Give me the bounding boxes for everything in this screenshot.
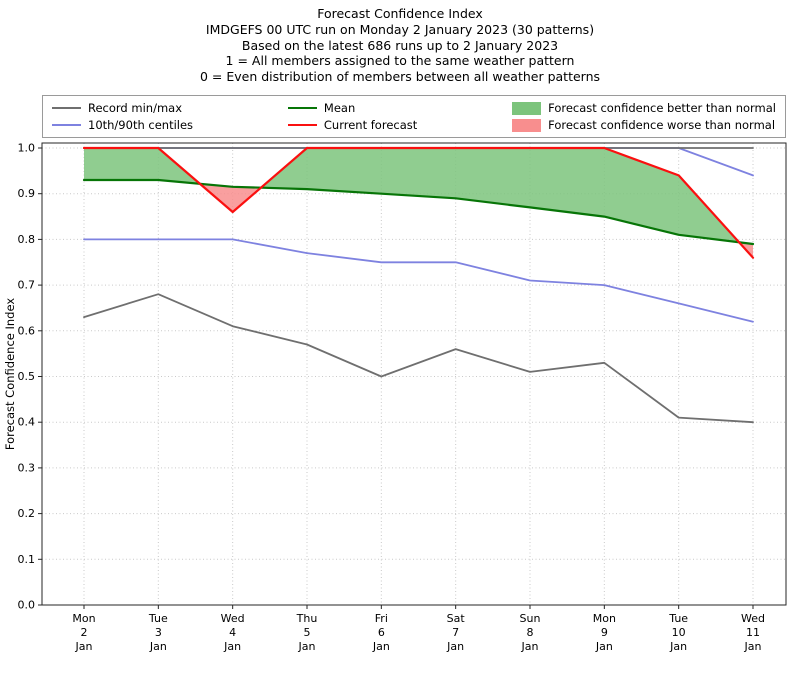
band-better-than-normal xyxy=(260,148,740,243)
axes: 0.00.10.20.30.40.50.60.70.80.91.0Mon2Jan… xyxy=(18,142,765,654)
x-tick-label: 4 xyxy=(229,626,236,639)
legend-line-sample xyxy=(52,107,81,109)
x-tick-label: Jan xyxy=(521,640,539,653)
legend-item: Forecast confidence worse than normal xyxy=(512,118,776,132)
y-tick-label: 0.5 xyxy=(18,370,36,383)
x-tick-label: Fri xyxy=(375,612,388,625)
x-tick-label: Jan xyxy=(744,640,762,653)
band-better-than-normal xyxy=(84,148,200,184)
chart-subtitle-run: IMDGEFS 00 UTC run on Monday 2 January 2… xyxy=(205,21,595,37)
x-tick-label: Tue xyxy=(148,612,168,625)
x-tick-label: 8 xyxy=(527,626,534,639)
x-tick-label: Mon xyxy=(72,612,95,625)
legend-item: 10th/90th centiles xyxy=(52,118,193,132)
plot-border xyxy=(41,142,787,606)
x-tick-label: 11 xyxy=(746,626,760,639)
legend-patch-sample xyxy=(512,101,542,115)
x-tick-label: Jan xyxy=(298,640,316,653)
legend-patch-sample xyxy=(512,118,542,132)
x-tick-label: Sat xyxy=(447,612,466,625)
legend-line-sample xyxy=(287,124,317,126)
y-tick-label: 0.3 xyxy=(18,461,36,474)
x-tick-label: Jan xyxy=(149,640,167,653)
x-tick-label: Mon xyxy=(593,612,616,625)
y-tick-label: 0.2 xyxy=(18,507,36,520)
y-tick-label: 0.8 xyxy=(18,233,36,246)
x-tick-label: 7 xyxy=(452,626,459,639)
legend-label: Mean xyxy=(323,101,356,115)
x-tick-label: 9 xyxy=(601,626,608,639)
legend-item: Current forecast xyxy=(287,118,418,132)
legend-line-sample xyxy=(52,124,81,126)
x-tick-label: Jan xyxy=(595,640,613,653)
x-tick-label: 3 xyxy=(155,626,162,639)
y-tick-label: 0.4 xyxy=(18,416,36,429)
band-worse-than-normal xyxy=(200,183,261,212)
legend-label: Forecast confidence worse than normal xyxy=(548,118,776,132)
chart-note-zero: 0 = Even distribution of members between… xyxy=(199,69,601,85)
legend-column: Mean Current forecast xyxy=(287,101,418,132)
chart-note-one: 1 = All members assigned to the same wea… xyxy=(225,53,575,69)
x-tick-label: 2 xyxy=(81,626,88,639)
series-mean xyxy=(82,178,755,246)
x-tick-label: 10 xyxy=(672,626,686,639)
y-tick-label: 0.0 xyxy=(18,599,36,612)
chart-title: Forecast Confidence Index xyxy=(317,6,483,21)
legend-column: Record min/max 10th/90th centiles xyxy=(52,101,193,132)
x-tick-label: 5 xyxy=(304,626,311,639)
x-tick-label: Jan xyxy=(223,640,241,653)
legend-column: Forecast confidence better than normal Fo… xyxy=(512,101,776,132)
series-centile-10 xyxy=(83,238,754,323)
legend-line-sample xyxy=(287,107,317,109)
x-tick-label: Jan xyxy=(669,640,687,653)
legend-item: Mean xyxy=(287,101,417,115)
legend: Record min/max 10th/90th centiles Mean Curr… xyxy=(42,95,786,138)
legend-label: Record min/max xyxy=(88,101,183,115)
x-tick-label: Thu xyxy=(296,612,318,625)
y-tick-label: 0.7 xyxy=(18,279,36,292)
x-tick-label: 6 xyxy=(378,626,385,639)
x-tick-label: Jan xyxy=(372,640,390,653)
x-tick-label: Sun xyxy=(520,612,541,625)
series-record-min xyxy=(83,293,754,424)
gridlines xyxy=(42,143,786,606)
series-current xyxy=(82,146,755,259)
x-tick-label: Jan xyxy=(446,640,464,653)
x-tick-label: Tue xyxy=(668,612,688,625)
x-tick-label: Jan xyxy=(75,640,93,653)
legend-label: 10th/90th centiles xyxy=(88,118,194,132)
legend-label: Current forecast xyxy=(323,118,418,132)
y-axis-label: Forecast Confidence Index xyxy=(3,298,17,450)
legend-label: Forecast confidence better than normal xyxy=(548,101,776,115)
x-tick-label: Wed xyxy=(221,612,245,625)
x-tick-label: Wed xyxy=(741,612,765,625)
y-tick-label: 1.0 xyxy=(18,142,36,155)
legend-item: Record min/max xyxy=(52,101,193,115)
y-tick-label: 0.6 xyxy=(18,324,36,337)
y-tick-label: 0.1 xyxy=(18,553,36,566)
chart-header: Forecast Confidence Index IMDGEFS 00 UTC… xyxy=(0,6,800,85)
legend-item: Forecast confidence better than normal xyxy=(512,101,776,115)
y-tick-label: 0.9 xyxy=(18,187,36,200)
chart-subtitle-basis: Based on the latest 686 runs up to 2 Jan… xyxy=(241,37,559,53)
